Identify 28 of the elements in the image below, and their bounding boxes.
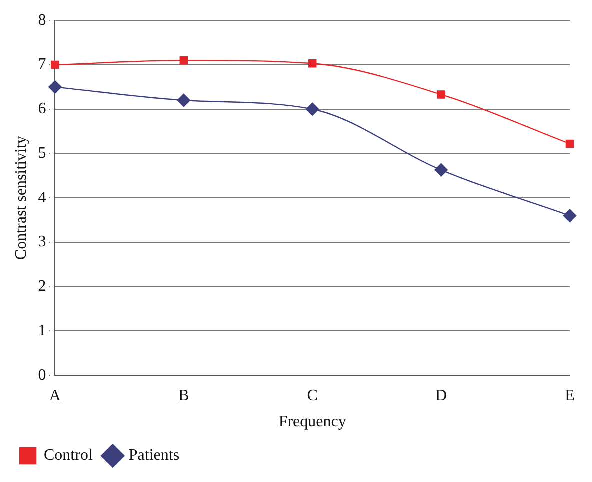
x-tick-label: A: [49, 387, 62, 404]
point: [51, 60, 60, 70]
point: [434, 164, 448, 177]
point: [48, 80, 62, 94]
point: [563, 209, 577, 222]
x-tick-label: D: [436, 387, 448, 404]
legend-label: Control: [44, 447, 94, 464]
y-tick-label: 5: [38, 144, 46, 162]
y-tick-label: 1: [38, 322, 46, 340]
point: [177, 94, 190, 108]
legend-label: Patients: [128, 447, 180, 464]
y-tick-label: 2: [38, 278, 46, 296]
x-tick-label: B: [178, 387, 190, 404]
point: [566, 140, 574, 148]
y-tick-label: 8: [38, 12, 46, 29]
point: [437, 90, 446, 99]
y-tick-label: 0: [38, 366, 46, 384]
x-tick-label: C: [307, 387, 318, 404]
y-tick-label: 3: [38, 234, 46, 251]
point: [180, 56, 188, 65]
y-tick-label: 7: [38, 56, 46, 74]
point: [306, 102, 320, 116]
y-tick-label: 4: [38, 189, 46, 206]
y-tick-label: 6: [38, 100, 46, 118]
y-axis-title: Contrast sensitivity: [12, 136, 30, 260]
x-tick-label: E: [565, 387, 575, 404]
x-axis-title: Frequency: [278, 414, 346, 431]
point: [308, 60, 317, 68]
